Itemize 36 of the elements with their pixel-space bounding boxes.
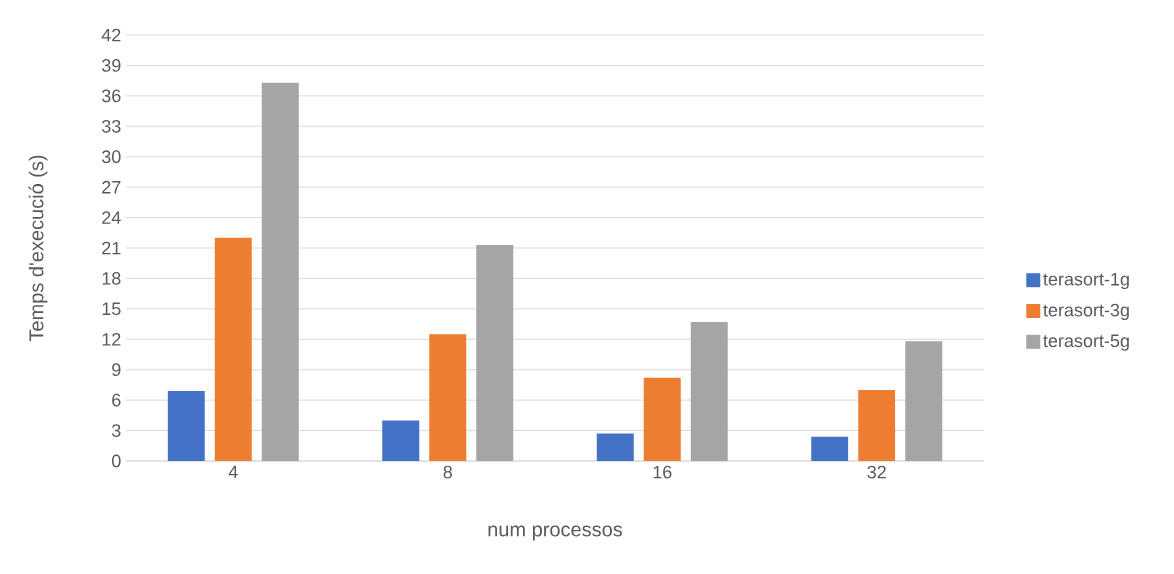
y-tick-label: 30 [101, 150, 121, 164]
bar [429, 334, 467, 461]
y-tick-label: 27 [102, 180, 121, 194]
y-tick-label: 15 [102, 302, 121, 316]
legend-label: terasort-1g [1043, 273, 1129, 290]
y-tick-label: 9 [112, 363, 121, 377]
y-tick-label: 0 [112, 454, 121, 468]
bar [905, 341, 943, 461]
y-tick-label: 3 [111, 424, 121, 437]
y-tick-label: 33 [101, 119, 121, 133]
bar [214, 237, 252, 461]
bar [261, 82, 299, 461]
y-tick-label: 42 [101, 28, 121, 42]
x-tick-label: 16 [653, 465, 672, 479]
y-tick-label: 12 [102, 332, 121, 346]
y-tick-label: 24 [102, 211, 121, 224]
x-tick-label: 4 [228, 465, 238, 479]
bar [167, 391, 205, 461]
x-tick-label: 8 [443, 465, 452, 479]
y-tick-label: 39 [101, 59, 121, 72]
bar [811, 436, 849, 461]
bar [690, 322, 728, 461]
legend-label: terasort-3g [1043, 303, 1129, 321]
x-tick-label: 32 [867, 465, 886, 479]
y-axis-title: Temps d'execució (s) [28, 155, 48, 342]
bar [858, 389, 896, 461]
y-tick-label: 18 [102, 272, 121, 285]
y-tick-label: 21 [102, 241, 121, 255]
bar [476, 244, 514, 461]
y-tick-label: 6 [112, 393, 121, 407]
bar [382, 420, 420, 461]
bar [643, 377, 681, 461]
x-axis-title: num processos [488, 525, 623, 541]
legend-label: terasort-5g [1043, 334, 1129, 351]
bar [596, 433, 634, 461]
y-tick-label: 36 [101, 89, 121, 103]
